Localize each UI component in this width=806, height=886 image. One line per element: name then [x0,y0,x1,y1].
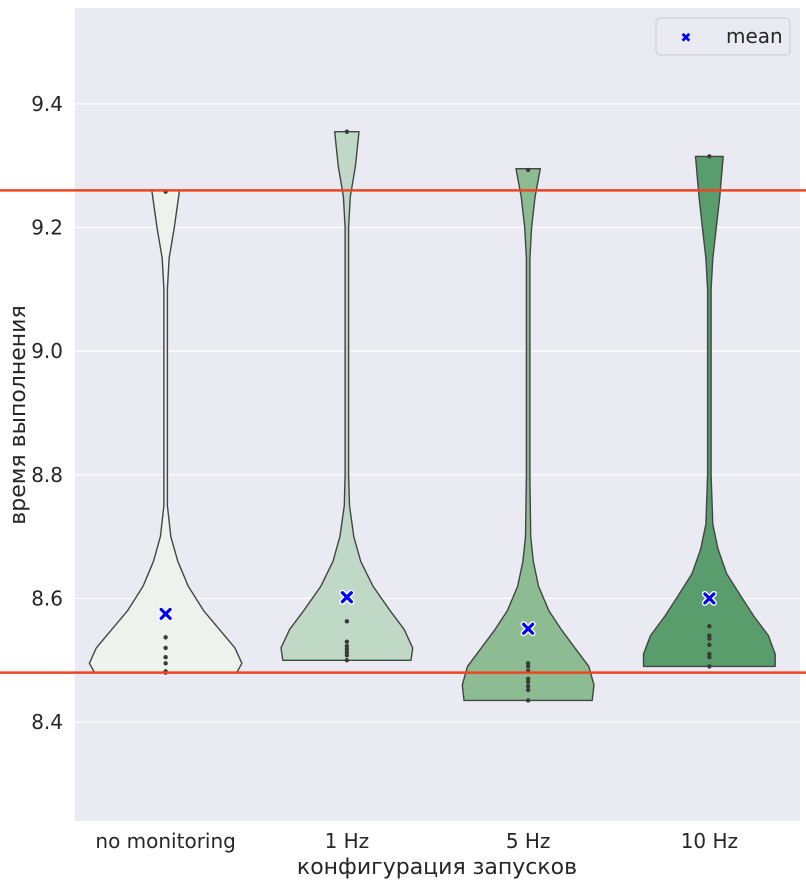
data-point [707,154,712,159]
y-tick-labels: 8.4 8.6 8.8 9.0 9.2 9.4 [31,92,63,734]
data-point [163,635,168,640]
data-point [707,624,712,629]
data-point [707,642,712,647]
x-tick-label: 10 Hz [681,829,738,853]
violin-body [280,131,414,661]
data-point [707,664,712,669]
mean-marker-stroke [159,607,172,620]
data-point [163,654,168,660]
y-tick-label: 8.6 [31,586,63,610]
data-point [344,653,350,658]
x-axis-label: конфигурация запусков [297,855,577,880]
violin-group [280,129,414,663]
data-point [344,129,350,134]
x-tick-label: 1 Hz [325,829,370,853]
plot-background [75,8,800,821]
x-tick-label: no monitoring [95,829,235,853]
data-point [707,633,712,638]
mean-marker-stroke [522,622,535,635]
data-point [344,650,350,655]
mean-marker [701,590,717,606]
y-tick-label: 8.8 [31,463,63,487]
reference-lines [0,189,806,674]
data-point [344,658,350,663]
data-point [344,646,350,652]
y-tick-label: 9.4 [31,92,63,116]
data-point [344,643,350,649]
y-axis-label: время выполнения [6,305,31,524]
data-point [525,698,531,703]
mean-marker [339,589,355,605]
data-point [163,661,168,666]
violin-body [642,155,776,668]
data-point [707,651,712,657]
data-point [525,684,531,689]
y-tick-label: 9.2 [31,215,63,239]
violins [88,129,776,703]
x-tick-label: 5 Hz [506,829,551,853]
data-point [525,664,531,669]
y-tick-label: 9.0 [31,339,63,363]
data-point [344,639,350,644]
data-point [163,645,168,651]
legend-label-mean: mean [726,24,783,48]
violin-group [642,154,776,669]
data-point [707,636,712,641]
violin-body [461,168,595,702]
data-point [525,661,531,666]
legend: ✖ mean [655,17,791,56]
data-point [525,679,531,685]
data-point [344,619,350,624]
data-point [525,687,531,693]
violin-group [461,167,595,703]
legend-marker-icon: ✖ [681,31,692,46]
mean-marker [158,606,174,622]
data-point [525,167,531,173]
legend-box [655,17,791,56]
mean-marker-stroke [703,592,716,605]
data-point [707,654,712,660]
data-point [525,676,531,682]
x-tick-labels: no monitoring 1 Hz 5 Hz 10 Hz [95,829,738,853]
mean-marker [520,621,536,637]
mean-marker-stroke [340,591,353,604]
y-tick-label: 8.4 [31,710,63,734]
